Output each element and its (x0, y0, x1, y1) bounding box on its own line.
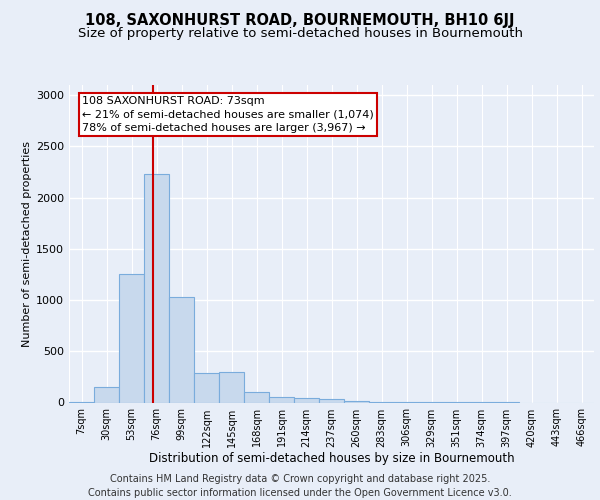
Text: Size of property relative to semi-detached houses in Bournemouth: Size of property relative to semi-detach… (77, 28, 523, 40)
Text: 108 SAXONHURST ROAD: 73sqm
← 21% of semi-detached houses are smaller (1,074)
78%: 108 SAXONHURST ROAD: 73sqm ← 21% of semi… (82, 96, 374, 132)
Bar (194, 373, 219, 402)
Bar (294, 398, 319, 402)
Text: Contains HM Land Registry data © Crown copyright and database right 2025.
Contai: Contains HM Land Registry data © Crown c… (88, 474, 512, 498)
Bar (119, 274, 144, 402)
Text: 108, SAXONHURST ROAD, BOURNEMOUTH, BH10 6JJ: 108, SAXONHURST ROAD, BOURNEMOUTH, BH10 … (85, 12, 515, 28)
Bar (319, 400, 344, 402)
X-axis label: Distribution of semi-detached houses by size in Bournemouth: Distribution of semi-detached houses by … (149, 452, 514, 466)
Bar (144, 174, 169, 402)
Bar (244, 392, 269, 402)
Bar (269, 397, 294, 402)
Y-axis label: Number of semi-detached properties: Number of semi-detached properties (22, 141, 32, 347)
Bar (94, 387, 119, 402)
Bar (169, 297, 194, 403)
Bar (219, 372, 244, 402)
